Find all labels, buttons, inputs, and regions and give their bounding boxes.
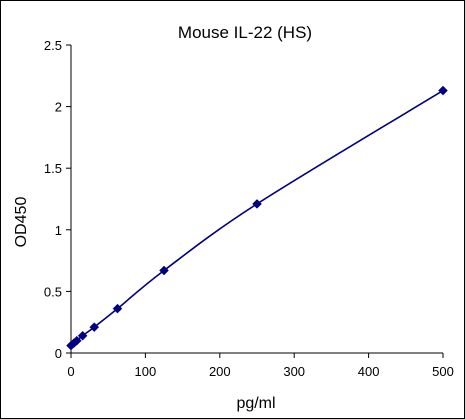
x-axis-label: pg/ml [236,395,275,412]
x-tick-label: 100 [135,364,157,379]
curve-layer [70,89,444,347]
data-point-marker [159,265,169,276]
y-tick-label: 2.5 [44,38,62,53]
y-tick-label: 2 [55,100,62,115]
x-tick-label: 200 [209,364,231,379]
y-tick-label: 0.5 [44,284,62,299]
series-line [70,89,444,347]
x-tick-label: 500 [432,364,454,379]
axes: 0 100 200 300 400 500 0 0.5 1 1.5 2 2.5 [44,38,454,379]
data-point-marker [112,303,123,314]
x-tick-label: 0 [67,364,74,379]
x-tick-label: 300 [283,364,305,379]
y-tick-label: 1 [55,223,62,238]
marker-layer [66,85,448,351]
y-tick-label: 1.5 [44,161,62,176]
chart-title: Mouse IL-22 (HS) [178,23,312,42]
y-tick-label: 0 [55,346,62,361]
data-point-marker [71,335,82,346]
data-point-marker [77,330,88,341]
y-axis-label: OD450 [13,197,30,248]
data-point-marker [252,199,262,209]
data-point-marker [89,322,100,332]
data-point-marker [438,85,448,96]
x-tick-label: 400 [358,364,380,379]
